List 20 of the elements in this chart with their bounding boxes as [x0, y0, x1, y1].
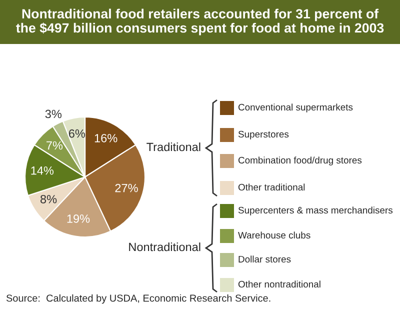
- data-label: 7%: [46, 141, 63, 150]
- legend-label: Dollar stores: [238, 256, 291, 263]
- data-label: 6%: [68, 129, 86, 138]
- legend-label: Supercenters & mass merchandisers: [238, 206, 393, 216]
- data-label: 8%: [40, 194, 57, 204]
- data-label: 19%: [67, 214, 90, 223]
- data-label: 27%: [115, 184, 138, 192]
- legend-label: Other nontraditional: [238, 280, 320, 288]
- chart-title: Nontraditional food retailers accounted for 31 percent of the $497 billion consumers spent for food at home in 2003: [16, 8, 384, 36]
- legend-label: Other traditional: [238, 184, 305, 191]
- data-label: 3%: [45, 110, 62, 118]
- data-label: 16%: [94, 134, 118, 142]
- legend-label: Superstores: [238, 130, 289, 140]
- legend-label: Warehouse clubs: [238, 232, 310, 239]
- text: Nontraditional: [129, 242, 200, 252]
- data-label: 14%: [31, 166, 54, 175]
- source-note: Source: Calculated by USDA, Economic Research Service.: [6, 294, 270, 304]
- text: Traditional: [146, 142, 200, 152]
- legend-label: Combination food/drug stores: [238, 156, 362, 166]
- legend-label: Conventional supermarkets: [238, 104, 353, 112]
